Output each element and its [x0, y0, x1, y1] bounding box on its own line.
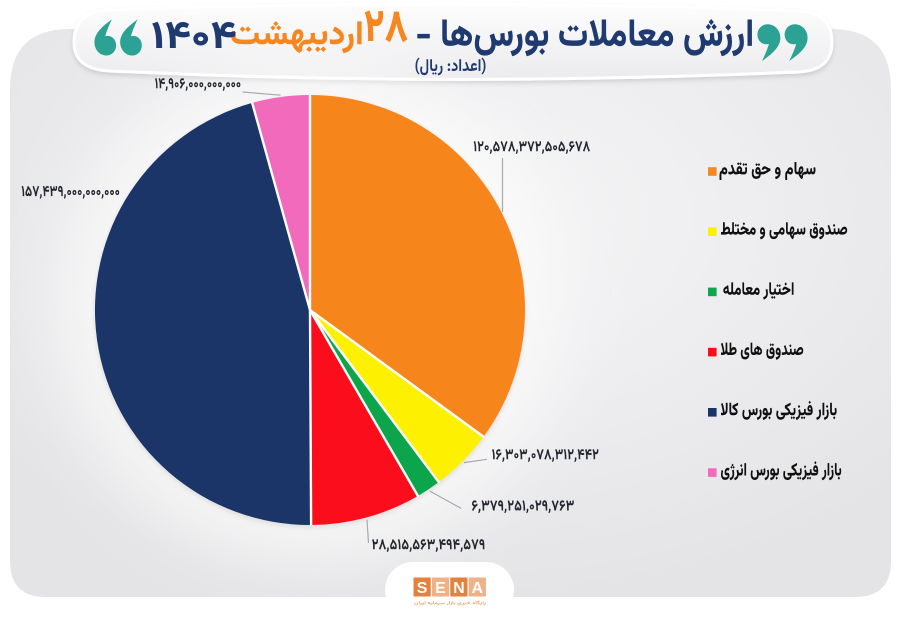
svg-text:S: S	[417, 580, 428, 597]
svg-text:N: N	[453, 580, 465, 597]
svg-text:A: A	[472, 580, 484, 597]
svg-text:E: E	[435, 580, 446, 597]
